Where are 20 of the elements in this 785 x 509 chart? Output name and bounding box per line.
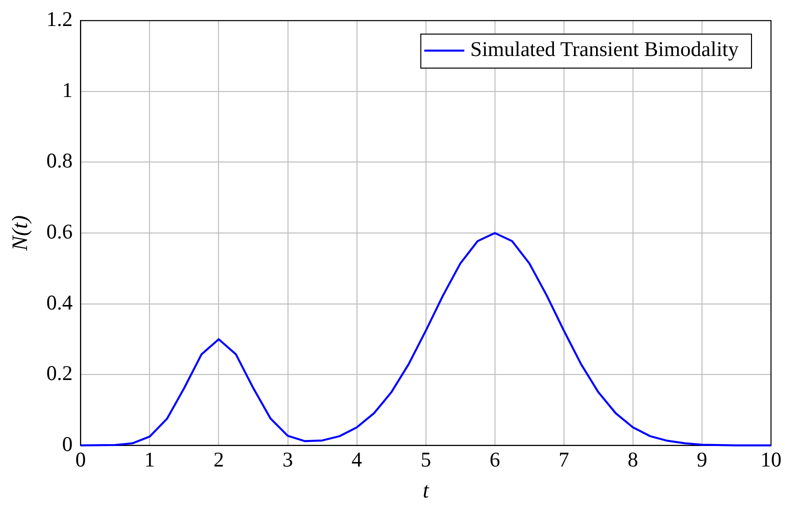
y-tick-label: 1 (62, 78, 73, 102)
x-tick-label: 5 (420, 448, 432, 472)
x-tick-label: 8 (628, 448, 638, 472)
y-tick-label: 0.6 (46, 220, 73, 244)
x-tick-label: 1 (144, 448, 155, 472)
x-tick-label: 3 (282, 448, 294, 472)
x-tick-label: 4 (352, 448, 363, 472)
x-tick-label: 6 (490, 448, 500, 472)
y-tick-label: 0.4 (46, 290, 74, 314)
x-axis-title: t (422, 478, 430, 503)
y-tick-label: 1.2 (46, 7, 73, 32)
x-tick-label: 10 (760, 448, 782, 472)
y-tick-label: 0.8 (46, 148, 73, 173)
x-tick-label: 9 (696, 448, 708, 472)
y-axis-title: N(t) (6, 215, 32, 252)
y-tick-label: 0.2 (46, 361, 73, 386)
x-tick-label: 2 (213, 448, 224, 472)
y-tick-label: 0 (62, 432, 73, 456)
legend-label: Simulated Transient Bimodality (470, 37, 740, 62)
x-tick-label: 7 (558, 448, 570, 472)
